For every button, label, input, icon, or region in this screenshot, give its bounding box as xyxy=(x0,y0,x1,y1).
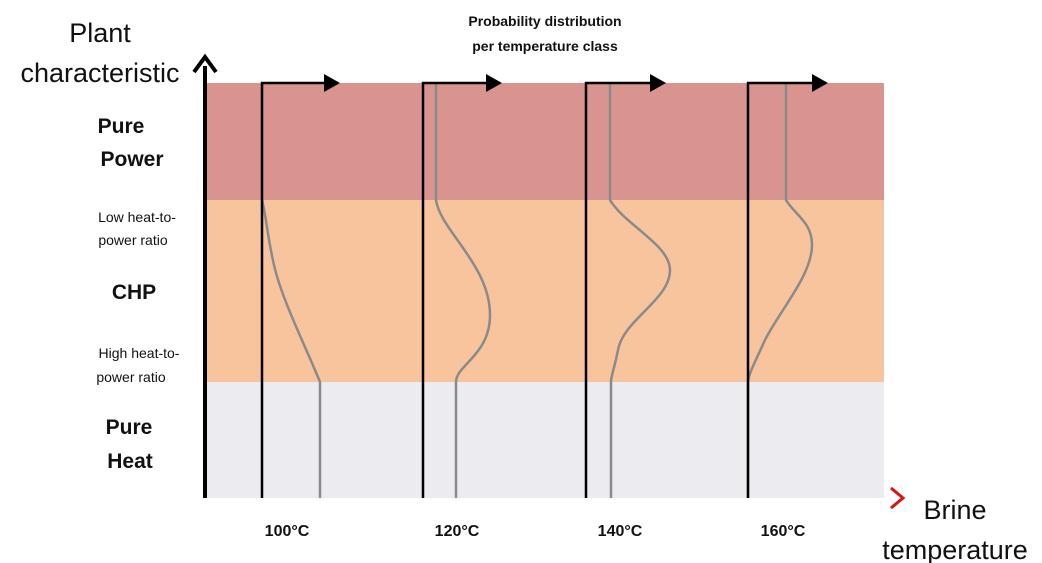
y-axis-arrow-icon xyxy=(192,53,218,74)
x-axis-arrow-icon xyxy=(890,486,906,510)
distribution-curve-100 xyxy=(260,83,322,498)
high-ratio-label-line1: High heat-to- xyxy=(99,345,180,361)
class-boundary-140 xyxy=(584,81,656,498)
arrow-right-icon xyxy=(324,74,340,92)
low-ratio-label-line1: Low heat-to- xyxy=(98,209,176,225)
arrow-right-icon xyxy=(486,74,502,92)
low-ratio-label-line2: power ratio xyxy=(98,232,167,248)
pure-heat-band xyxy=(205,382,884,498)
class-boundary-160 xyxy=(746,81,818,498)
arrow-right-icon xyxy=(650,74,666,92)
high-ratio-label-line2: power ratio xyxy=(96,369,165,385)
class-boundary-120 xyxy=(421,81,492,498)
temperature-label-120: 120°C xyxy=(435,523,480,540)
arrow-right-icon xyxy=(812,74,828,92)
pure-power-label-line2: Power xyxy=(100,148,163,171)
y-axis-title-line2: characteristic xyxy=(20,58,179,88)
x-axis-title-line1: Brine xyxy=(923,495,986,525)
pure-power-band xyxy=(205,83,884,200)
chp-band xyxy=(205,200,884,382)
temperature-label-160: 160°C xyxy=(761,523,806,540)
temperature-label-100: 100°C xyxy=(265,523,310,540)
distribution-curve-120 xyxy=(434,83,492,498)
x-axis-title-line2: temperature xyxy=(882,535,1028,563)
y-axis-title-line1: Plant xyxy=(69,18,131,48)
distribution-curve-140 xyxy=(608,83,672,498)
pure-heat-label-line1: Pure xyxy=(106,416,153,439)
diagram-header-line1: Probability distribution xyxy=(468,13,621,29)
pure-power-label-line1: Pure xyxy=(98,115,145,138)
diagram-header-line2: per temperature class xyxy=(472,38,618,54)
temperature-label-140: 140°C xyxy=(598,523,643,540)
pure-heat-label-line2: Heat xyxy=(107,450,153,473)
chp-label: CHP xyxy=(112,281,156,304)
distribution-curve-160 xyxy=(746,83,814,498)
class-boundary-100 xyxy=(260,81,330,498)
